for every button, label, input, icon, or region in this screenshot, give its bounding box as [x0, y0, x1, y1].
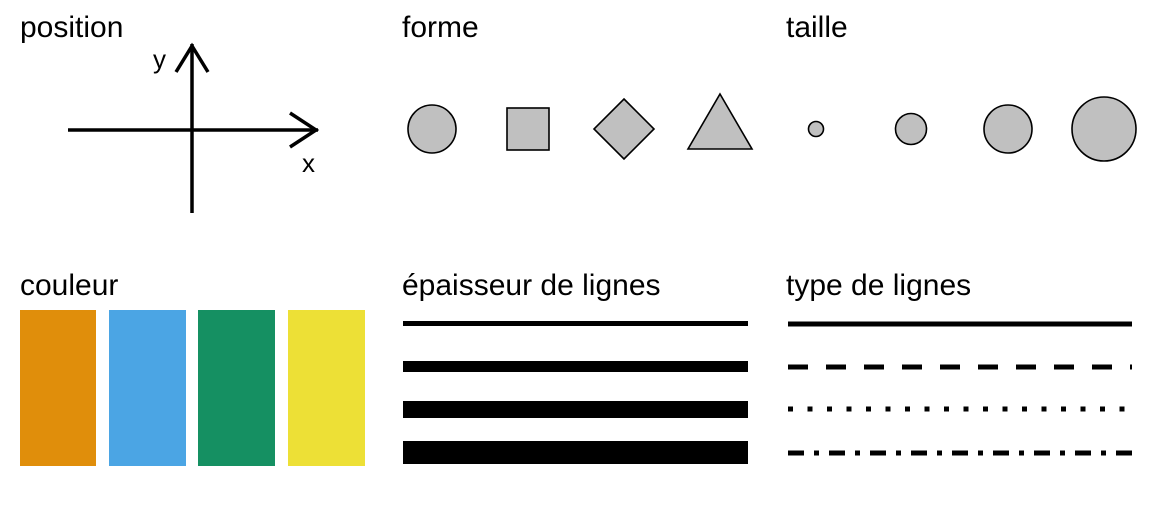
- line-type-title: type de lignes: [786, 269, 971, 302]
- color-swatch-sky-blue: [109, 310, 186, 466]
- position-panel: position x y: [20, 11, 320, 213]
- shape-square: [506, 107, 550, 151]
- line-width-title: épaisseur de lignes: [402, 269, 661, 302]
- line-width-panel: épaisseur de lignes: [402, 269, 748, 464]
- line-width-2: [403, 361, 748, 372]
- size-panel: taille: [786, 11, 1137, 162]
- size-title: taille: [786, 11, 848, 44]
- position-title: position: [20, 11, 123, 44]
- y-axis-label: y: [153, 44, 166, 74]
- color-swatch-green: [198, 310, 275, 466]
- shape-panel: forme: [402, 11, 754, 161]
- shape-title: forme: [402, 11, 479, 44]
- x-axis-arrow-icon: [289, 111, 320, 149]
- x-axis-label: x: [302, 148, 315, 178]
- size-circle-3: [983, 104, 1033, 154]
- color-title: couleur: [20, 269, 118, 302]
- line-width-4: [403, 441, 748, 464]
- line-type-panel: type de lignes: [786, 269, 1132, 456]
- size-circle-4: [1071, 96, 1137, 162]
- shape-triangle: [686, 92, 754, 150]
- color-swatch-yellow: [288, 310, 365, 466]
- size-circle-1: [807, 120, 825, 138]
- line-width-3: [403, 401, 748, 418]
- color-swatch-orange: [20, 310, 96, 466]
- y-axis-arrow-icon: [174, 42, 210, 73]
- line-width-1: [403, 321, 748, 326]
- shape-circle: [407, 104, 457, 154]
- shape-diamond: [592, 97, 656, 161]
- size-circle-2: [894, 112, 928, 146]
- color-panel: couleur: [20, 269, 365, 466]
